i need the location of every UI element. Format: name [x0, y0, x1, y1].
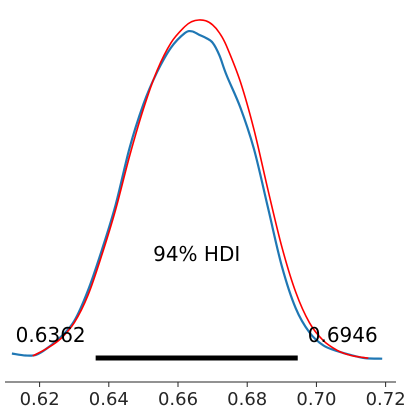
hdi-low-label: 0.6362	[16, 323, 86, 347]
hdi-high-label: 0.6946	[308, 323, 378, 347]
x-tick-label: 0.64	[89, 389, 129, 410]
x-tick-label: 0.66	[158, 389, 198, 410]
density-curve-blue	[11, 29, 383, 360]
x-tick-label: 0.68	[227, 389, 267, 410]
x-tick-label: 0.72	[366, 389, 406, 410]
x-axis-ticks: 0.62 0.64 0.66 0.68 0.70 0.72	[20, 382, 406, 410]
x-tick-label: 0.70	[296, 389, 336, 410]
density-curve-red	[32, 19, 369, 359]
hdi-label: 94% HDI	[153, 242, 240, 266]
x-tick-label: 0.62	[20, 389, 60, 410]
density-curves	[11, 19, 383, 360]
